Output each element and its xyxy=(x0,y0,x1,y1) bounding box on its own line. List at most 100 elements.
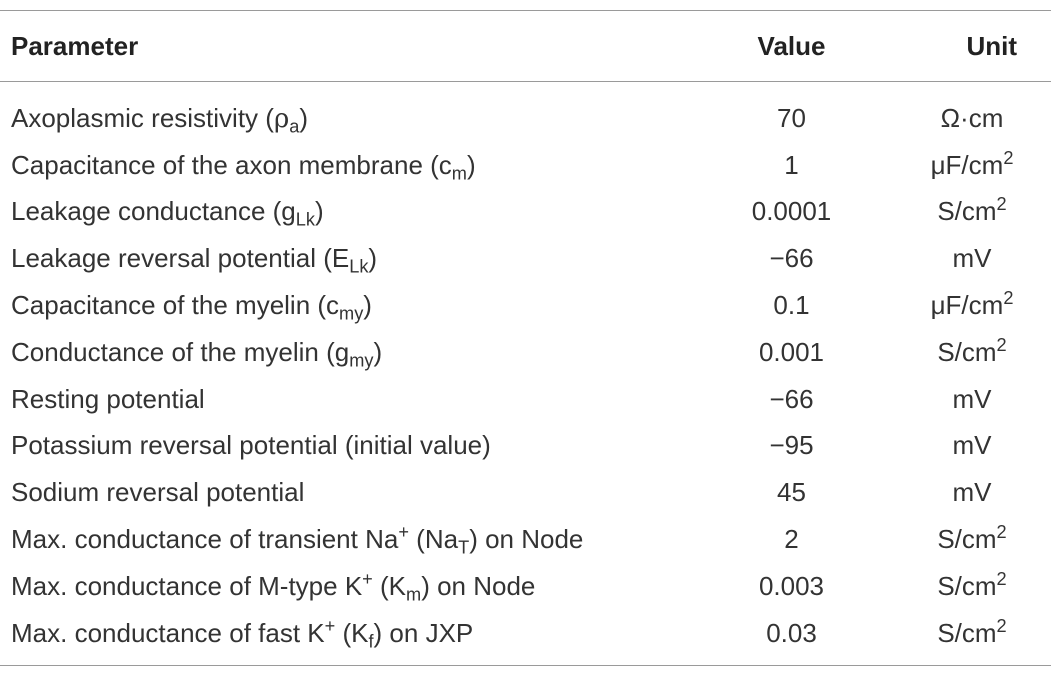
unit-superscript: 2 xyxy=(996,522,1007,543)
unit-text: S/cm xyxy=(937,336,997,367)
value-cell: 0.0001 xyxy=(700,196,883,227)
header-value: Value xyxy=(757,30,826,61)
header-unit: Unit xyxy=(966,30,1017,61)
header-parameter: Parameter xyxy=(11,30,139,61)
parameter-text: Leakage reversal potential (E xyxy=(11,243,350,274)
value-text: 0.1 xyxy=(773,290,810,321)
parameter-text-2: (K xyxy=(335,617,369,648)
unit-text: mV xyxy=(952,243,992,274)
unit-cell: mV xyxy=(883,384,1051,415)
parameter-cell: Resting potential xyxy=(0,384,700,415)
parameter-text-end: ) xyxy=(373,336,383,367)
table-body: Axoplasmic resistivity (ρa) 70 Ω·cm Capacit… xyxy=(0,82,1051,665)
value-text: 45 xyxy=(777,477,806,508)
table-row: Capacitance of the axon membrane (cm) 1 μF… xyxy=(0,142,1051,189)
parameter-text: Resting potential xyxy=(11,383,205,414)
unit-superscript: 2 xyxy=(1003,147,1014,168)
parameter-text-2: (Na xyxy=(408,524,459,555)
value-cell: 70 xyxy=(700,103,883,134)
parameter-text-end: ) xyxy=(368,243,378,274)
parameter-text: Max. conductance of transient Na xyxy=(11,524,399,555)
parameter-text-end: ) xyxy=(299,102,309,133)
value-text: 0.03 xyxy=(766,617,817,648)
value-cell: 0.003 xyxy=(700,571,883,602)
table-row: Axoplasmic resistivity (ρa) 70 Ω·cm xyxy=(0,95,1051,142)
parameter-text: Capacitance of the axon membrane (c xyxy=(11,149,452,180)
unit-cell: μF/cm2 xyxy=(883,289,1051,321)
parameter-subscript-2: f xyxy=(368,631,374,652)
value-text: 2 xyxy=(784,524,799,555)
parameter-subscript: a xyxy=(289,116,300,137)
header-row: Parameter Value Unit xyxy=(0,11,1051,81)
unit-text: μF/cm xyxy=(930,290,1004,321)
parameter-text: Capacitance of the myelin (c xyxy=(11,290,340,321)
parameter-cell: Max. conductance of transient Na+ (NaT) … xyxy=(0,522,700,558)
parameter-text: Potassium reversal potential (initial va… xyxy=(11,430,491,461)
table-row: Max. conductance of M-type K+ (Km) on No… xyxy=(0,563,1051,610)
parameter-cell: Potassium reversal potential (initial va… xyxy=(0,430,700,461)
parameter-text-2: (K xyxy=(372,570,407,601)
parameter-symbol: ρ xyxy=(273,103,290,134)
parameter-text: Axoplasmic resistivity ( xyxy=(11,102,274,133)
parameter-subscript: my xyxy=(349,350,374,371)
unit-text: Ω·cm xyxy=(940,102,1004,133)
parameter-table: Parameter Value Unit Axoplasmic resistiv… xyxy=(0,10,1051,666)
parameter-cell: Conductance of the myelin (gmy) xyxy=(0,336,700,371)
value-cell: −66 xyxy=(700,384,883,415)
parameter-text: Conductance of the myelin (g xyxy=(11,336,350,367)
unit-cell: S/cm2 xyxy=(883,568,1051,602)
parameter-text-3: ) on JXP xyxy=(373,617,474,648)
value-cell: 2 xyxy=(700,524,883,555)
value-text: −66 xyxy=(769,243,814,274)
unit-text: S/cm xyxy=(937,570,997,601)
value-text: −95 xyxy=(769,430,814,461)
parameter-superscript: + xyxy=(362,568,373,589)
parameter-cell: Sodium reversal potential xyxy=(0,477,700,508)
parameter-text: Max. conductance of fast K xyxy=(11,617,325,648)
parameter-cell: Max. conductance of M-type K+ (Km) on No… xyxy=(0,568,700,605)
parameter-subscript: my xyxy=(339,303,364,324)
value-text: −66 xyxy=(769,383,814,414)
unit-text: mV xyxy=(952,383,992,414)
value-cell: 1 xyxy=(700,150,883,181)
parameter-text: Sodium reversal potential xyxy=(11,477,305,508)
parameter-cell: Leakage reversal potential (ELk) xyxy=(0,243,700,277)
value-cell: 0.1 xyxy=(700,290,883,321)
value-cell: 45 xyxy=(700,477,883,508)
unit-text: mV xyxy=(952,430,992,461)
parameter-subscript-2: m xyxy=(406,584,422,605)
unit-cell: Ω·cm xyxy=(883,103,1051,134)
value-text: 1 xyxy=(784,149,799,180)
unit-superscript: 2 xyxy=(996,334,1007,355)
unit-cell: mV xyxy=(883,477,1051,508)
top-rule xyxy=(0,10,1051,11)
parameter-subscript: Lk xyxy=(295,209,315,230)
value-text: 0.001 xyxy=(758,336,825,367)
unit-cell: S/cm2 xyxy=(883,195,1051,227)
parameter-superscript: + xyxy=(398,522,409,543)
unit-text: μF/cm xyxy=(930,149,1004,180)
table-row: Capacitance of the myelin (cmy) 0.1 μF/cm2 xyxy=(0,282,1051,329)
parameter-text: Max. conductance of M-type K xyxy=(11,570,363,601)
unit-text: S/cm xyxy=(937,524,997,555)
table-row: Sodium reversal potential 45 mV xyxy=(0,469,1051,516)
parameter-text-end: ) xyxy=(363,290,372,321)
header-rule xyxy=(0,81,1051,82)
unit-superscript: 2 xyxy=(996,568,1007,589)
parameter-cell: Axoplasmic resistivity (ρa) xyxy=(0,102,700,137)
parameter-cell: Leakage conductance (gLk) xyxy=(0,196,700,230)
parameter-subscript: Lk xyxy=(349,256,369,277)
table-row: Leakage conductance (gLk) 0.0001 S/cm2 xyxy=(0,189,1051,236)
unit-cell: S/cm2 xyxy=(883,522,1051,555)
parameter-subscript-2: T xyxy=(458,537,470,558)
unit-cell: S/cm2 xyxy=(883,334,1051,368)
parameter-text-3: ) on Node xyxy=(421,570,536,601)
value-cell: −95 xyxy=(700,430,883,461)
unit-cell: μF/cm2 xyxy=(883,147,1051,181)
value-text: 0.0001 xyxy=(751,196,832,227)
table-row: Potassium reversal potential (initial va… xyxy=(0,423,1051,470)
parameter-text-3: ) on Node xyxy=(469,524,584,555)
unit-cell: S/cm2 xyxy=(883,617,1051,649)
value-text: 70 xyxy=(777,102,806,133)
value-cell: −66 xyxy=(700,243,883,274)
